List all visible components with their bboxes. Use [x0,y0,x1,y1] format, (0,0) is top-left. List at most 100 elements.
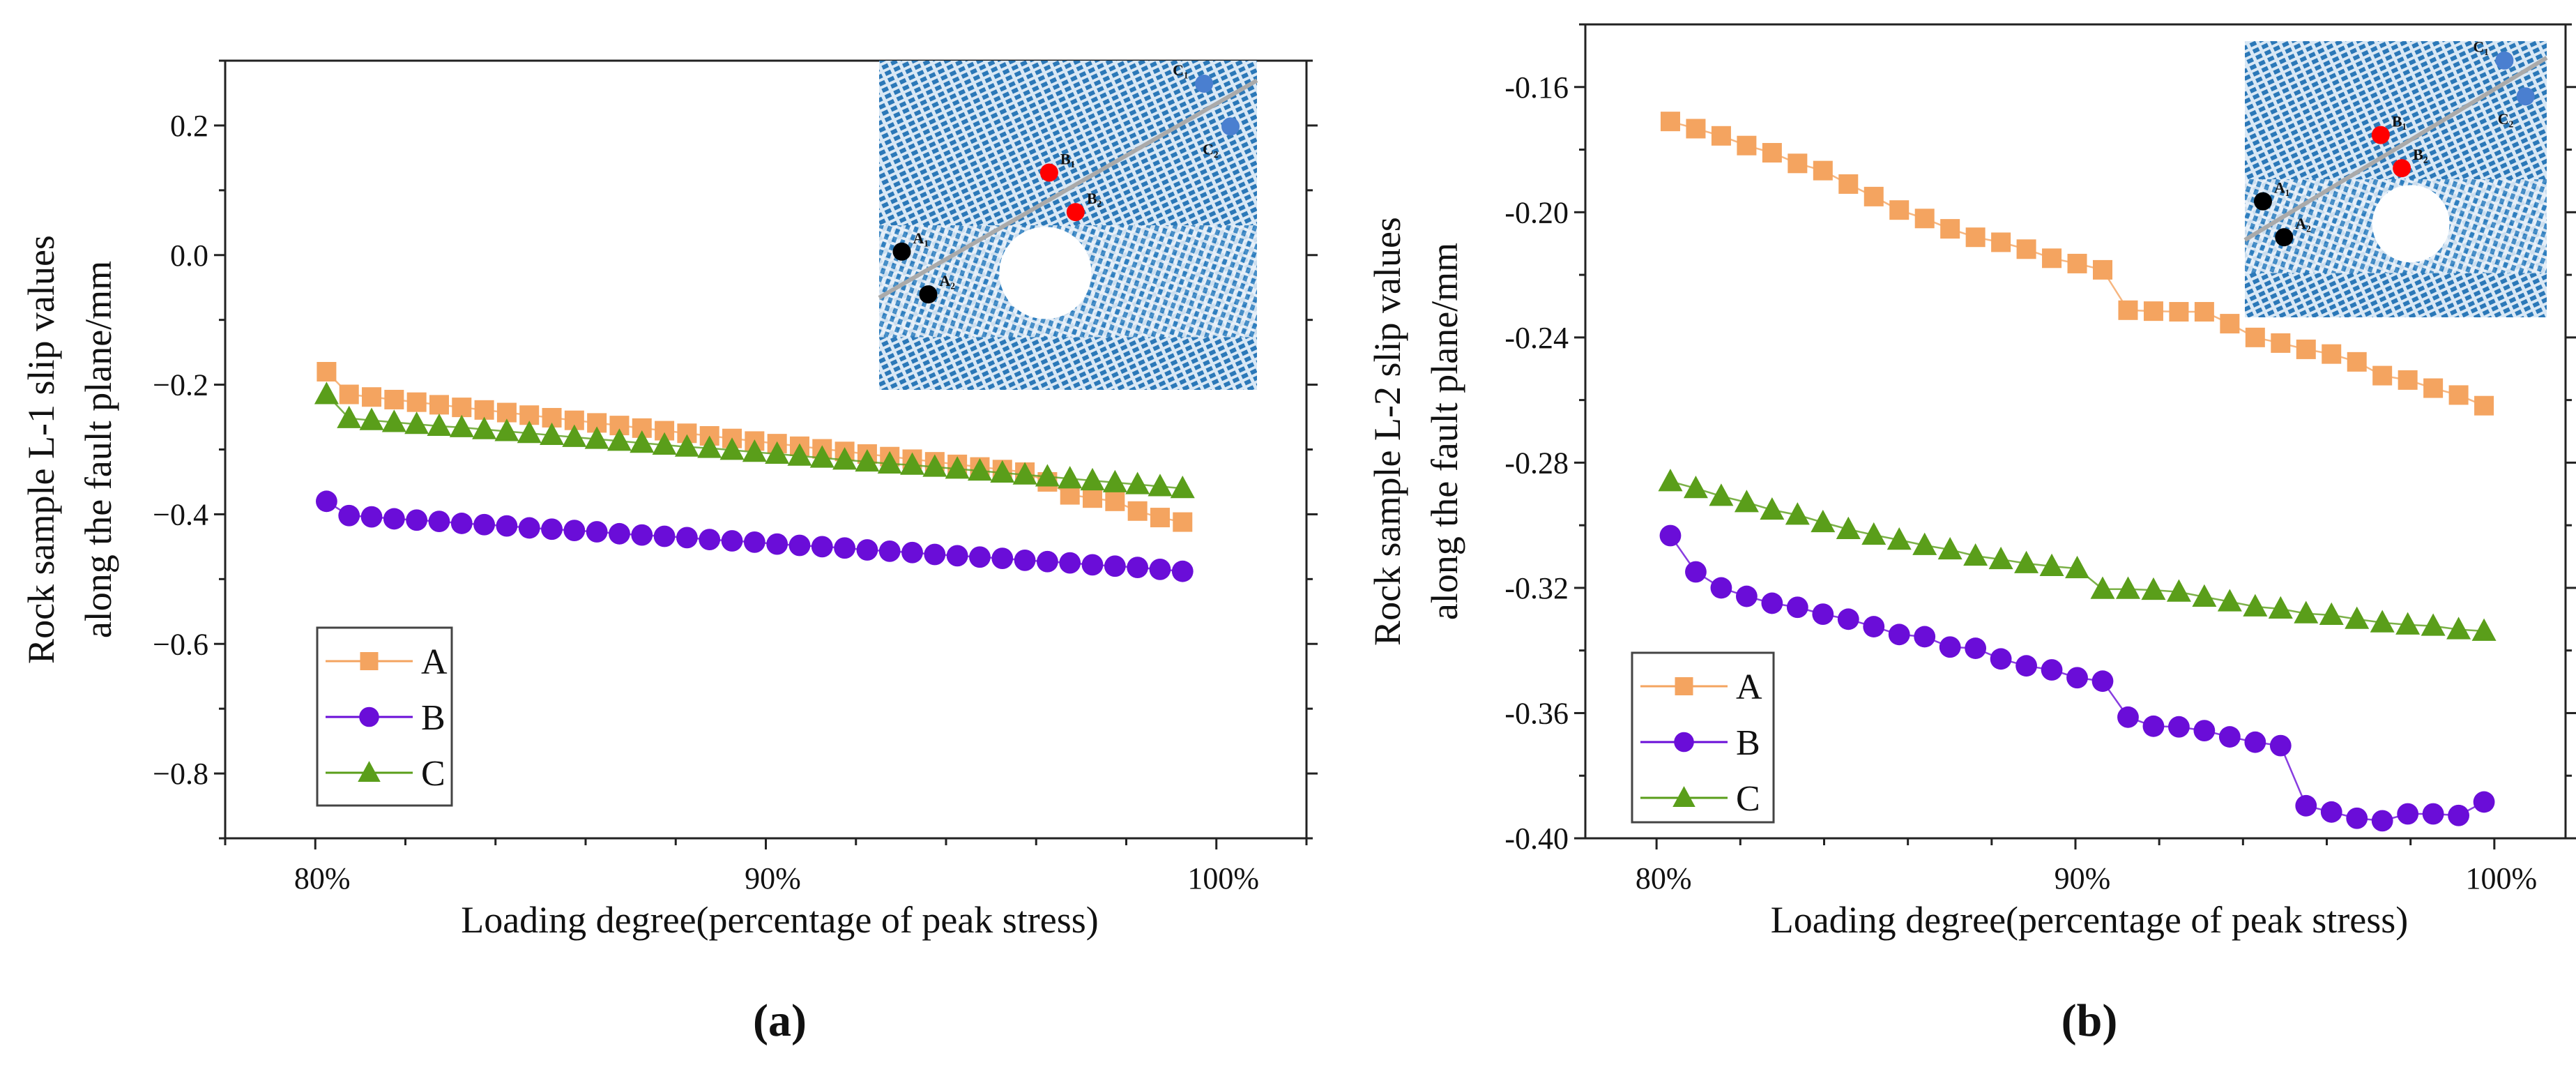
marker-square [339,384,359,405]
marker-circle [1863,616,1885,637]
marker-triangle [1102,469,1127,492]
inset-point-label: B₂ [1087,190,1102,207]
marker-circle [359,706,379,727]
marker-circle [631,524,653,546]
marker-triangle [1760,497,1785,520]
marker-circle [1965,637,1987,659]
x-tick-label: 100% [1187,861,1259,895]
marker-circle [2448,804,2470,826]
y-tick-label: -0.40 [1504,822,1569,856]
inset-point-label: A₁ [913,229,929,247]
marker-triangle [765,441,790,464]
marker-triangle [1861,522,1887,545]
inset-fault-line [878,78,1258,300]
marker-triangle [2090,576,2115,599]
marker-circle [563,520,586,542]
y-tick-label: -0.36 [1504,696,1569,730]
y-tick-label: 0.2 [170,109,208,143]
x-tick-label: 90% [745,861,801,895]
marker-square [1991,232,2011,252]
marker-circle [1939,636,1961,658]
y-tick-label: -0.28 [1504,446,1569,480]
marker-square [1150,508,1170,528]
marker-circle [2371,810,2393,832]
marker-circle [946,545,968,567]
x-axis-title: Loading degree(percentage of peak stress… [461,899,1099,941]
marker-triangle [1148,474,1173,497]
marker-square [2296,339,2316,359]
inset-point [2393,159,2411,178]
legend-label: B [1736,723,1760,763]
marker-triangle [2395,612,2421,635]
marker-square [1105,491,1125,511]
inset-point [2495,51,2514,70]
marker-circle [2168,716,2190,738]
marker-triangle [607,428,632,451]
marker-circle [338,504,360,527]
marker-square [1660,112,1680,132]
marker-triangle [1912,532,1937,555]
marker-circle [316,490,337,513]
marker-triangle [2370,610,2395,633]
series-C [314,381,1195,499]
series-B [1659,524,2495,832]
marker-square [2423,378,2444,398]
marker-square [2092,259,2112,280]
marker-triangle [472,416,497,439]
marker-square [2271,333,2291,353]
marker-square [360,652,379,670]
panel-label: (a) [753,995,807,1046]
marker-triangle [922,454,947,477]
marker-circle [1149,558,1171,580]
marker-triangle [494,418,519,441]
marker-square [2169,302,2189,322]
marker-square [362,387,382,407]
marker-circle [406,509,428,531]
chart-panel-b: -0.16 -0.20 -0.24 -0.28 -0.32 -0.36 -0.40 80% 90… [1366,23,2576,1046]
marker-square [1127,501,1148,521]
marker-circle [586,521,608,543]
marker-circle [1127,557,1149,579]
marker-triangle [2014,550,2039,573]
marker-square [2372,365,2393,386]
marker-triangle [877,451,902,474]
marker-triangle [2294,600,2319,623]
marker-circle [360,506,383,528]
marker-square [1737,135,1757,156]
marker-triangle [787,443,812,466]
inset-point-label: B₁ [2392,113,2407,130]
marker-circle [1081,554,1104,576]
marker-triangle [1672,786,1695,807]
marker-triangle [337,405,362,428]
x-axis-title: Loading degree(percentage of peak stress… [1771,899,2409,941]
marker-square [2143,301,2163,322]
y-tick-label: −0.8 [153,757,208,791]
inset-image: A₁ A₂ B₁ B₂ C₁ C₂ [878,61,1258,390]
inset-point-label: C₁ [2473,38,2488,56]
marker-circle [2422,803,2444,825]
marker-circle [1171,560,1194,582]
marker-triangle [2115,576,2140,599]
marker-triangle [2471,618,2497,641]
marker-square [1838,174,1859,194]
marker-triangle [1887,527,1912,550]
marker-circle [1914,626,1936,648]
marker-triangle [652,432,677,455]
inset-point-label: C₁ [1173,61,1188,79]
marker-square [2245,327,2265,347]
marker-circle [811,536,833,558]
marker-circle [518,517,540,539]
inset-point [1066,203,1085,222]
inset-point-label: A₁ [2274,179,2289,197]
inset-point [2516,87,2535,106]
marker-circle [901,541,923,564]
legend-label: A [421,642,448,682]
marker-circle [2193,720,2216,741]
marker-triangle [967,458,992,481]
marker-circle [383,508,405,530]
marker-circle [856,539,878,561]
legend-label: A [1736,667,1762,707]
marker-triangle [990,460,1015,483]
marker-circle [676,527,698,549]
